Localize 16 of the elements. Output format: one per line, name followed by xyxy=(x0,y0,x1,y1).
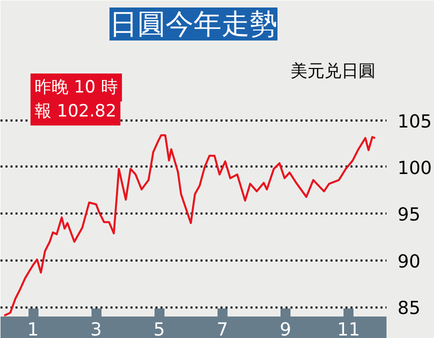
x-tick-label: 5 xyxy=(154,320,165,338)
line-series xyxy=(3,134,376,316)
y-tick-label: 100 xyxy=(398,158,432,179)
y-tick-label: 90 xyxy=(398,251,420,272)
y-axis-title: 美元兑日圓 xyxy=(290,62,376,82)
y-tick-label: 95 xyxy=(398,204,420,226)
y-tick-label: 85 xyxy=(398,298,420,320)
x-tick-label: 3 xyxy=(90,320,102,338)
y-tick-label: 105 xyxy=(398,111,432,132)
x-tick-label: 9 xyxy=(280,320,292,338)
x-tick-label: 7 xyxy=(216,320,228,338)
x-tick-label: 11 xyxy=(337,320,360,338)
annotation: 昨晚 10 時 xyxy=(34,78,118,98)
chart-title: 日圓今年走勢 xyxy=(110,8,278,40)
x-tick-label: 1 xyxy=(27,320,39,338)
annotation: 報 102.82 xyxy=(34,102,116,122)
